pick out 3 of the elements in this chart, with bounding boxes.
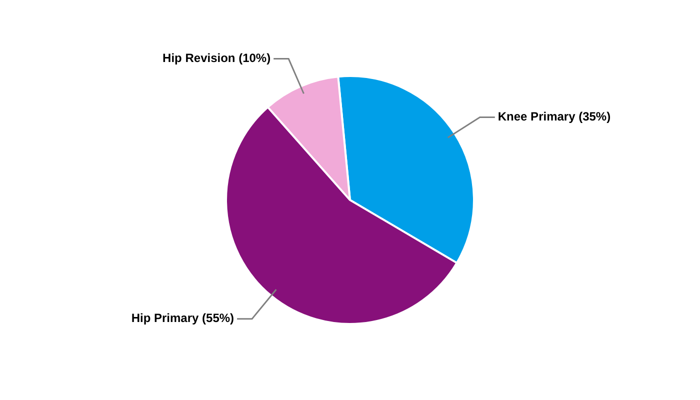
slice-label: Hip Primary (55%) bbox=[131, 311, 234, 326]
slice-label: Hip Revision (10%) bbox=[162, 51, 271, 66]
slice-label: Knee Primary (35%) bbox=[498, 110, 611, 124]
